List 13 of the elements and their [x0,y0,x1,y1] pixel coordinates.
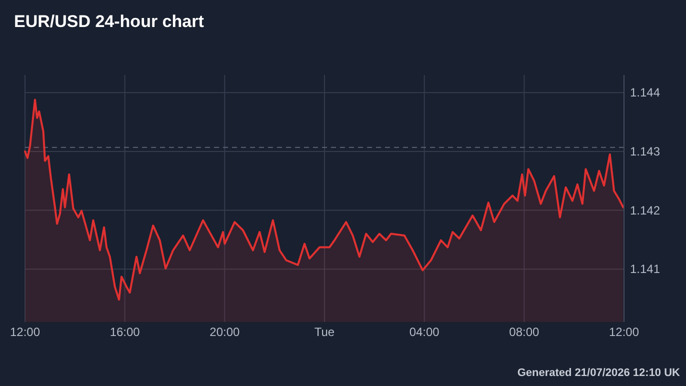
x-tick-label: Tue [314,325,335,339]
chart-title: EUR/USD 24-hour chart [14,12,204,31]
x-tick-label: 12:00 [608,325,640,339]
x-tick-label: 04:00 [409,325,440,339]
x-tick-label: 12:00 [10,325,40,339]
y-tick-label: 1.144 [630,86,660,100]
y-tick-label: 1.142 [630,203,660,218]
text: Generated 21/07/2026 12:10 UK [517,367,680,379]
y-tick-label: 1.143 [630,144,660,158]
x-tick-label: 20:00 [210,325,240,339]
y-tick-label: 1.141 [630,262,660,276]
x-tick-label: 16:00 [110,325,140,339]
x-tick-label: 08:00 [509,325,540,339]
